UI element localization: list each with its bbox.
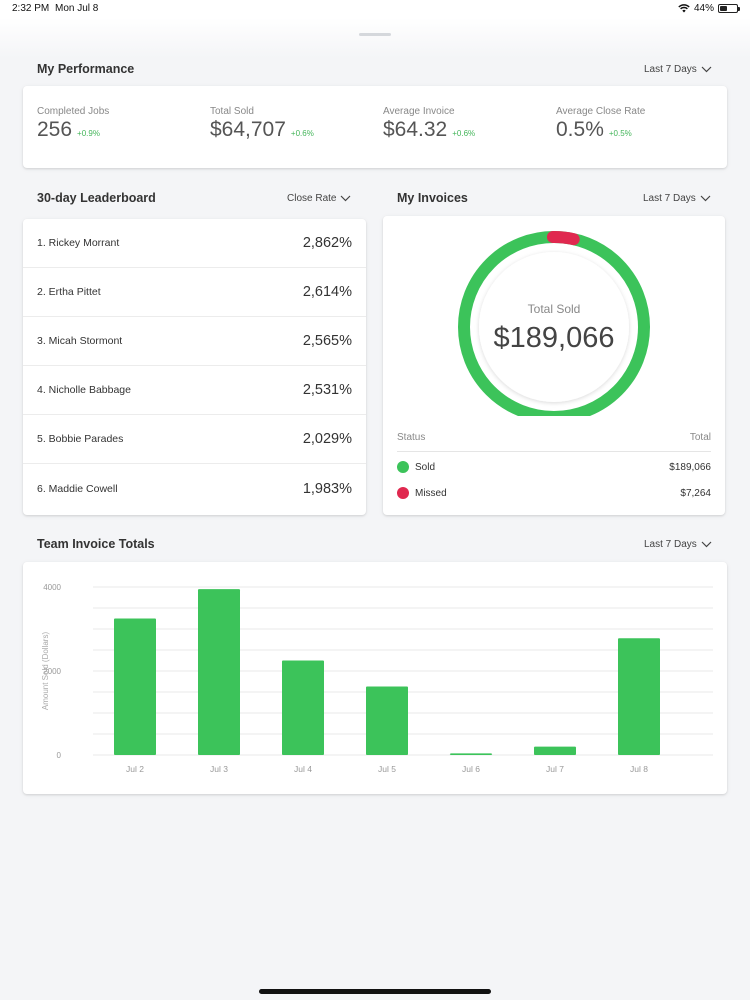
leaderboard-name: 3. Micah Stormont xyxy=(37,335,123,347)
metric-completed-jobs: Completed Jobs 256 +0.9% xyxy=(37,106,109,142)
performance-card: Completed Jobs 256 +0.9% Total Sold $64,… xyxy=(23,86,727,168)
leaderboard-sort-dropdown[interactable]: Close Rate xyxy=(287,193,351,204)
donut-ring xyxy=(458,231,650,416)
chevron-down-icon xyxy=(700,195,711,202)
bar-jul-7[interactable] xyxy=(534,746,576,755)
y-tick-label: 0 xyxy=(57,751,62,760)
invoices-range-dropdown[interactable]: Last 7 Days xyxy=(643,193,711,204)
metric-delta: +0.5% xyxy=(608,129,632,138)
battery-percent: 44% xyxy=(693,3,714,14)
status-date: Mon Jul 8 xyxy=(55,3,99,14)
metric-total-sold: Total Sold $64,707 +0.6% xyxy=(210,106,314,142)
performance-title: My Performance xyxy=(37,62,135,76)
metric-value: 0.5% xyxy=(556,118,604,141)
invoice-total: $7,264 xyxy=(680,487,711,499)
leaderboard-row[interactable]: 1. Rickey Morrant 2,862% xyxy=(23,219,366,268)
x-tick-label: Jul 2 xyxy=(126,764,144,774)
metric-delta: +0.6% xyxy=(452,129,476,138)
status-bar: 2:32 PM Mon Jul 8 44% xyxy=(0,0,750,18)
x-tick-label: Jul 4 xyxy=(294,764,312,774)
leaderboard-sort-label: Close Rate xyxy=(287,193,337,204)
bar-jul-6[interactable] xyxy=(450,753,492,755)
chevron-down-icon xyxy=(341,195,351,202)
invoice-status: Missed xyxy=(415,487,447,499)
y-tick-label: 2000 xyxy=(43,667,61,676)
battery-icon xyxy=(718,4,740,13)
x-tick-label: Jul 7 xyxy=(546,764,564,774)
invoice-status: Sold xyxy=(415,461,436,473)
metric-value: 256 xyxy=(37,118,73,141)
leaderboard-value: 1,983% xyxy=(302,480,352,497)
leaderboard-row[interactable]: 5. Bobbie Parades 2,029% xyxy=(23,415,366,464)
invoices-card: Total Sold $189,066 Status Total Sold $1… xyxy=(383,216,725,515)
home-indicator[interactable] xyxy=(259,989,491,994)
bar-jul-5[interactable] xyxy=(366,686,408,755)
leaderboard-value: 2,565% xyxy=(302,333,352,349)
metric-delta: +0.6% xyxy=(290,129,314,138)
leaderboard-title: 30-day Leaderboard xyxy=(37,191,156,205)
donut-value: $189,066 xyxy=(494,322,615,354)
bar-jul-4[interactable] xyxy=(282,660,324,756)
invoice-row-sold[interactable]: Sold $189,066 xyxy=(397,457,711,477)
leaderboard-row[interactable]: 2. Ertha Pittet 2,614% xyxy=(23,268,366,317)
bar-jul-3[interactable] xyxy=(198,589,240,755)
performance-range-label: Last 7 Days xyxy=(644,64,697,75)
invoices-range-label: Last 7 Days xyxy=(643,193,696,204)
team-title: Team Invoice Totals xyxy=(37,537,155,551)
metric-average-invoice: Average Invoice $64.32 +0.6% xyxy=(383,106,475,142)
x-tick-label: Jul 6 xyxy=(462,764,480,774)
sheet-grabber-handle[interactable] xyxy=(359,33,391,36)
leaderboard-value: 2,531% xyxy=(302,382,352,398)
leaderboard-value: 2,029% xyxy=(302,431,352,447)
metric-value: $64.32 xyxy=(383,118,448,141)
donut-label: Total Sold xyxy=(528,302,581,316)
donut-inner-circle xyxy=(479,252,629,402)
invoices-table-header: Status Total xyxy=(397,432,711,452)
status-right: 44% xyxy=(678,3,740,14)
metric-label: Average Invoice xyxy=(383,106,455,117)
donut-segment-missed xyxy=(458,231,650,416)
leaderboard-name: 4. Nicholle Babbage xyxy=(37,384,131,396)
sold-status-dot xyxy=(397,461,409,473)
chevron-down-icon xyxy=(701,541,712,548)
total-column-header: Total xyxy=(689,432,711,443)
leaderboard-row[interactable]: 4. Nicholle Babbage 2,531% xyxy=(23,366,366,415)
metric-label: Completed Jobs xyxy=(37,106,110,117)
wifi-icon xyxy=(678,4,690,13)
team-invoice-bar-chart: 0 2000 4000 Amount Sold (Dollars) Jul 2 Jul 3… xyxy=(41,583,713,774)
invoice-donut-chart: Total Sold $189,066 xyxy=(458,231,650,416)
leaderboard-value: 2,862% xyxy=(302,235,352,251)
team-chart-card: 0 2000 4000 Amount Sold (Dollars) Jul 2 Jul 3… xyxy=(23,562,727,794)
metric-average-close-rate: Average Close Rate 0.5% +0.5% xyxy=(556,106,645,142)
metric-label: Average Close Rate xyxy=(556,106,646,117)
invoice-total: $189,066 xyxy=(669,461,711,473)
bar-jul-8[interactable] xyxy=(618,638,660,755)
invoice-row-missed[interactable]: Missed $7,264 xyxy=(397,483,711,503)
leaderboard-name: 2. Ertha Pittet xyxy=(37,286,101,298)
leaderboard-name: 5. Bobbie Parades xyxy=(37,433,124,445)
leaderboard-name: 6. Maddie Cowell xyxy=(37,482,118,495)
missed-status-dot xyxy=(397,487,409,499)
team-range-label: Last 7 Days xyxy=(644,539,697,550)
chevron-down-icon xyxy=(701,66,712,73)
leaderboard-row[interactable]: 3. Micah Stormont 2,565% xyxy=(23,317,366,366)
y-tick-label: 4000 xyxy=(43,583,61,592)
leaderboard-row[interactable]: 6. Maddie Cowell 1,983% xyxy=(23,464,366,513)
team-range-dropdown[interactable]: Last 7 Days xyxy=(644,539,712,550)
metric-delta: +0.9% xyxy=(77,129,100,138)
invoices-title: My Invoices xyxy=(397,191,468,205)
metric-label: Total Sold xyxy=(210,106,254,117)
status-column-header: Status xyxy=(397,432,426,443)
x-tick-label: Jul 8 xyxy=(630,764,648,774)
metric-value: $64,707 xyxy=(210,118,286,141)
x-tick-label: Jul 5 xyxy=(378,764,396,774)
status-time: 2:32 PM xyxy=(12,3,50,14)
bar-jul-2[interactable] xyxy=(114,618,156,756)
leaderboard-card: 1. Rickey Morrant 2,862% 2. Ertha Pittet… xyxy=(23,219,366,515)
performance-range-dropdown[interactable]: Last 7 Days xyxy=(644,64,712,75)
leaderboard-value: 2,614% xyxy=(302,284,352,300)
x-tick-label: Jul 3 xyxy=(210,764,228,774)
leaderboard-name: 1. Rickey Morrant xyxy=(37,237,120,249)
y-axis-label: Amount Sold (Dollars) xyxy=(41,632,50,711)
